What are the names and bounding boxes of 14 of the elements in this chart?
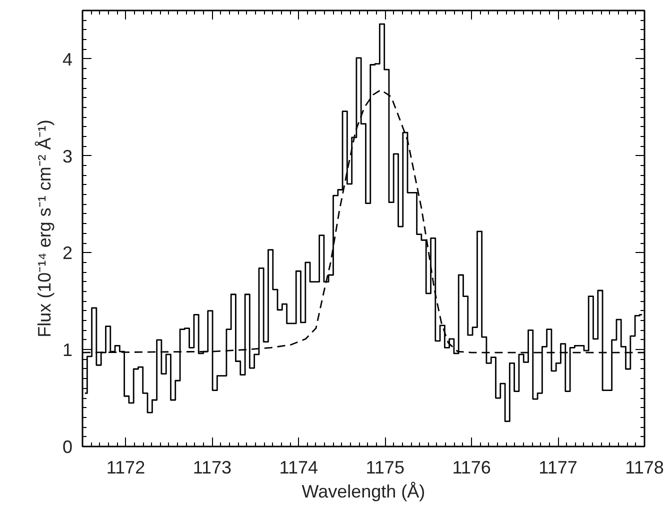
x-tick-label: 1176 [452,458,491,478]
y-tick-label: 3 [62,146,73,166]
x-tick-label: 1177 [538,458,578,478]
x-tick-label: 1174 [279,458,318,478]
x-tick-label: 1178 [625,458,664,478]
x-tick-label: 1175 [366,458,404,478]
y-tick-label: 0 [62,437,73,457]
x-tick-label: 1173 [192,458,232,478]
y-tick-label: 2 [62,243,73,264]
x-axis-title: Wavelength (Å) [302,482,426,502]
y-tick-label: 4 [62,49,73,70]
y-tick-label: 1 [62,340,73,360]
y-axis-title: Flux (10⁻¹⁴ erg s⁻¹ cm⁻² Å⁻¹) [34,120,54,338]
x-tick-label: 1172 [106,458,146,478]
